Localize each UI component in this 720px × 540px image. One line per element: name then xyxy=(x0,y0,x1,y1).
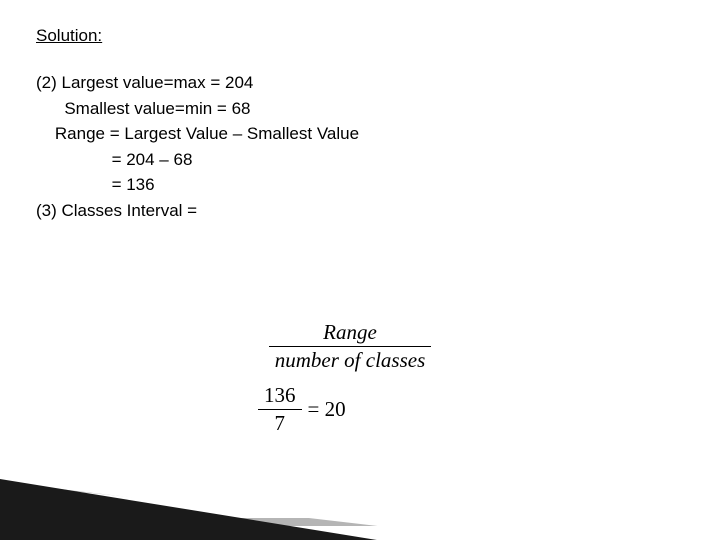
wedge-white xyxy=(0,482,342,518)
fraction-136-over-7: 136 7 xyxy=(258,383,302,436)
fraction-numeric-row: 136 7 = 20 xyxy=(240,383,460,436)
line-class-interval: (3) Classes Interval = xyxy=(36,198,676,224)
line-largest: (2) Largest value=max = 204 xyxy=(36,70,676,96)
line-smallest: Smallest value=min = 68 xyxy=(36,96,676,122)
fraction-denominator: number of classes xyxy=(269,347,432,373)
line-range-sub: = 204 – 68 xyxy=(36,147,676,173)
fraction-denominator-2: 7 xyxy=(258,410,302,436)
fraction-range-over-classes: Range number of classes xyxy=(269,320,432,373)
fraction-numerator-2: 136 xyxy=(258,383,302,410)
wedge-dark xyxy=(0,478,434,540)
slide-content: Solution: (2) Largest value=max = 204 Sm… xyxy=(36,26,676,223)
decorative-wedge xyxy=(0,420,720,540)
formula-result: = 20 xyxy=(308,397,346,422)
line-range-res: = 136 xyxy=(36,172,676,198)
fraction-numerator: Range xyxy=(269,320,432,347)
line-range-def: Range = Largest Value – Smallest Value xyxy=(36,121,676,147)
solution-heading: Solution: xyxy=(36,26,676,46)
class-interval-formula: Range number of classes 136 7 = 20 xyxy=(240,320,460,436)
wedge-gray xyxy=(0,480,382,526)
